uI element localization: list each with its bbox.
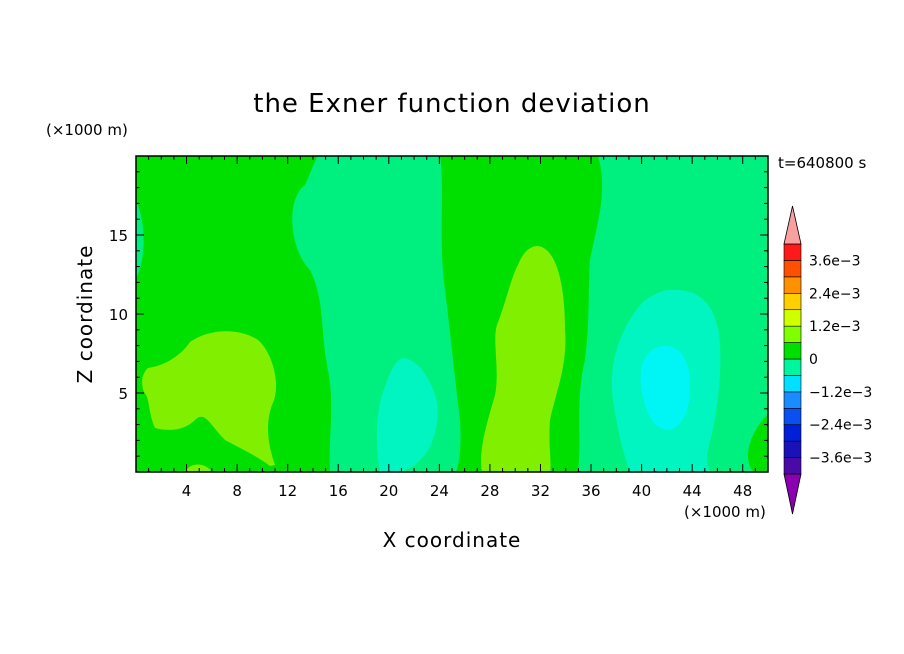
colorbar-bin bbox=[783, 440, 802, 458]
x-tick-label: 48 bbox=[733, 482, 752, 500]
colorbar-bin bbox=[783, 407, 802, 426]
x-tick-label: 16 bbox=[329, 482, 348, 500]
colorbar-bin bbox=[783, 276, 802, 294]
x-tick-label: 4 bbox=[182, 482, 192, 500]
colorbar-bin bbox=[783, 391, 802, 409]
colorbar-max-triangle bbox=[783, 205, 802, 245]
colorbar-tick-labels: 3.6e−3 2.4e−3 1.2e−3 0 −1.2e−3 −2.4e−3 −3.6e−3 bbox=[809, 253, 872, 466]
colorbar-tick-label: 2.4e−3 bbox=[809, 286, 861, 302]
x-tick-label: 28 bbox=[480, 482, 499, 500]
colorbar-bin bbox=[783, 309, 802, 327]
colorbar-tick-label: −1.2e−3 bbox=[809, 385, 872, 401]
contour-field bbox=[136, 156, 768, 472]
y-unit-label: (×1000 m) bbox=[46, 121, 128, 139]
colorbar-bin bbox=[783, 457, 802, 475]
colorbar-bin bbox=[783, 292, 802, 311]
x-tick-label: 44 bbox=[683, 482, 702, 500]
colorbar bbox=[783, 205, 802, 515]
colorbar-tick-label: 1.2e−3 bbox=[809, 319, 861, 335]
x-unit-label: (×1000 m) bbox=[684, 503, 766, 521]
colorbar-tick-label: −3.6e−3 bbox=[809, 451, 872, 467]
axis-ticks bbox=[136, 156, 768, 472]
region-cold-mid bbox=[376, 358, 438, 472]
colorbar-bin bbox=[783, 375, 802, 393]
region-warm-lower-left bbox=[142, 331, 277, 466]
colorbar-bin bbox=[783, 424, 802, 442]
y-tick-label: 15 bbox=[109, 227, 128, 245]
region-colder-right bbox=[640, 345, 690, 430]
colorbar-bin bbox=[783, 260, 802, 278]
x-tick-label: 24 bbox=[430, 482, 449, 500]
time-label: t=640800 s bbox=[778, 154, 866, 172]
y-tick-label: 10 bbox=[109, 306, 128, 324]
y-axis-title: Z coordinate bbox=[73, 245, 97, 384]
x-tick-label: 36 bbox=[581, 482, 600, 500]
colorbar-bin bbox=[783, 342, 802, 360]
x-tick-label: 40 bbox=[632, 482, 651, 500]
y-tick-label: 5 bbox=[118, 385, 128, 403]
colorbar-bin bbox=[783, 325, 802, 343]
colorbar-tick-label: −2.4e−3 bbox=[809, 418, 872, 434]
chart-title: the Exner function deviation bbox=[253, 89, 651, 119]
region-warm-edge-right bbox=[748, 415, 768, 472]
colorbar-min-triangle bbox=[783, 473, 802, 515]
x-tick-labels: 4 8 12 16 20 24 28 32 36 40 44 48 bbox=[182, 482, 752, 500]
x-tick-label: 20 bbox=[379, 482, 398, 500]
y-tick-labels: 5 10 15 bbox=[109, 227, 128, 403]
colorbar-bin bbox=[783, 358, 802, 376]
colorbar-tick-label: 0 bbox=[809, 352, 818, 368]
x-tick-label: 8 bbox=[232, 482, 242, 500]
x-tick-label: 12 bbox=[278, 482, 297, 500]
region-warm-bottom-small bbox=[185, 464, 212, 472]
colorbar-bin bbox=[783, 243, 802, 261]
colorbar-tick-label: 3.6e−3 bbox=[809, 253, 861, 269]
region-warm-center bbox=[481, 246, 566, 472]
x-axis-title: X coordinate bbox=[383, 528, 522, 552]
x-tick-label: 32 bbox=[531, 482, 550, 500]
